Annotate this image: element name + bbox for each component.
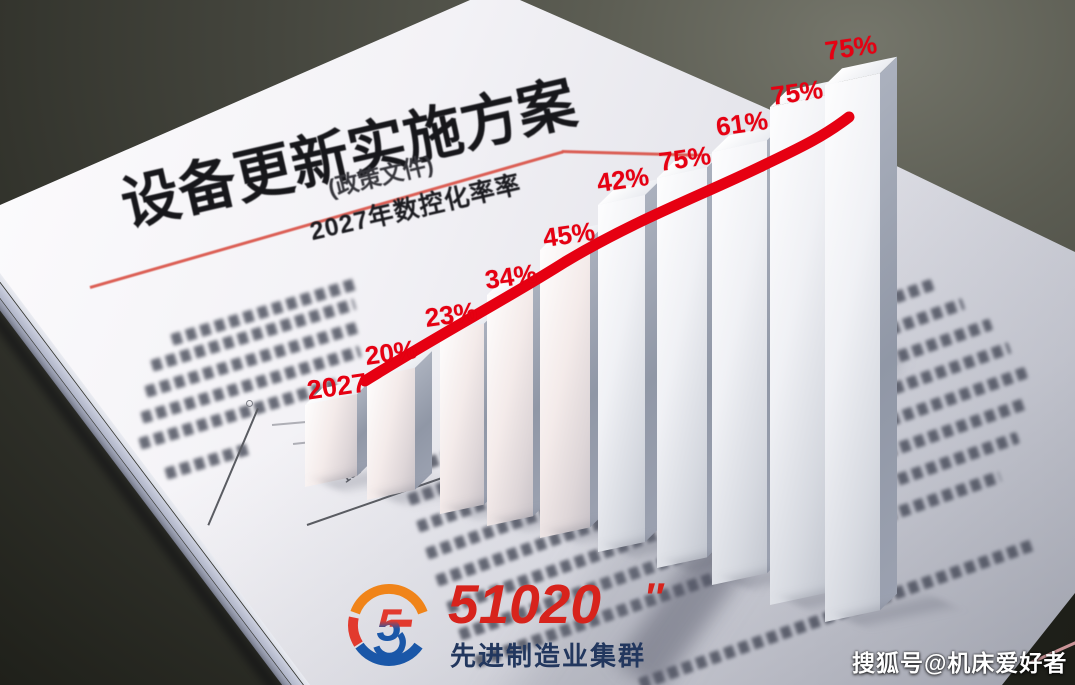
bar-front-face bbox=[657, 167, 707, 568]
bar bbox=[367, 351, 433, 500]
bar-front-face bbox=[367, 367, 415, 500]
logo-51020: 5 51020 ″ 先进制造业集群 bbox=[344, 573, 704, 682]
bar-side-face bbox=[880, 56, 897, 611]
watermark-text: 搜狐号@机床爱好者 bbox=[852, 650, 1068, 676]
bar-front-face bbox=[487, 285, 533, 526]
logo-swirl-icon: 5 bbox=[348, 584, 428, 666]
bar-front-face bbox=[598, 195, 645, 553]
bar-front-face bbox=[440, 323, 484, 514]
bar-front-face bbox=[540, 239, 590, 538]
bar-front-face bbox=[305, 393, 357, 487]
bar bbox=[825, 56, 898, 622]
bar-front-face bbox=[825, 73, 880, 622]
bar-front-face bbox=[712, 140, 767, 585]
bar-front-face bbox=[770, 95, 825, 605]
bar bbox=[598, 178, 663, 553]
logo-tagline: 先进制造业集群 bbox=[450, 641, 647, 671]
bar-side-face bbox=[415, 351, 432, 490]
trademark-ticks: ″ bbox=[644, 576, 664, 620]
bar bbox=[540, 222, 608, 538]
axis-marker bbox=[246, 400, 253, 407]
logo-number: 51020 bbox=[448, 573, 601, 635]
logo-icon-five: 5 bbox=[376, 599, 402, 650]
